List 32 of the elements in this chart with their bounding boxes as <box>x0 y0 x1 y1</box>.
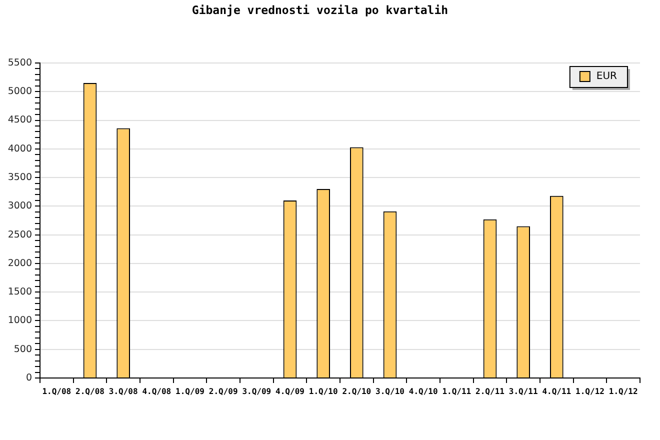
x-tick-label: 1.Q/10 <box>308 386 338 396</box>
x-tick-label: 1.Q/12 <box>608 386 638 396</box>
x-tick-label: 4.Q/08 <box>142 386 172 396</box>
x-tick-label: 3.Q/09 <box>242 386 272 396</box>
y-tick-label: 5500 <box>8 57 32 68</box>
x-tick-label: 4.Q/10 <box>408 386 438 396</box>
x-tick-label: 1.Q/08 <box>42 386 72 396</box>
legend-label: EUR <box>596 71 618 82</box>
y-tick-label: 3500 <box>8 172 32 184</box>
x-tick-label: 2.Q/11 <box>476 386 505 396</box>
x-tick-label: 4.Q/09 <box>276 386 305 396</box>
chart-title: Gibanje vrednosti vozila po kvartalih <box>192 2 448 17</box>
x-tick-label: 2.Q/10 <box>342 386 372 396</box>
x-tick-label: 3.Q/11 <box>508 386 538 396</box>
y-tick-label: 4000 <box>8 143 32 154</box>
y-tick-label: 4500 <box>8 114 32 126</box>
x-tick-label: 2.Q/09 <box>208 386 238 396</box>
y-tick-label: 5000 <box>8 86 32 98</box>
x-tick-label: 3.Q/08 <box>108 386 138 396</box>
x-tick-label: 4.Q/11 <box>542 386 572 396</box>
y-tick-label: 0 <box>26 372 32 384</box>
x-tick-label: 1.Q/12 <box>576 386 605 396</box>
y-tick-label: 500 <box>14 344 32 355</box>
x-tick-label: 1.Q/09 <box>176 386 205 396</box>
y-tick-label: 2500 <box>8 229 32 240</box>
y-tick-label: 1500 <box>8 286 32 298</box>
y-tick-label: 3000 <box>8 200 32 212</box>
x-tick-label: 1.Q/11 <box>442 386 472 396</box>
x-tick-label: 3.Q/10 <box>376 386 405 396</box>
y-tick-label: 1000 <box>8 315 32 326</box>
y-tick-label: 2000 <box>8 258 32 269</box>
x-tick-label: 2.Q/08 <box>76 386 105 396</box>
